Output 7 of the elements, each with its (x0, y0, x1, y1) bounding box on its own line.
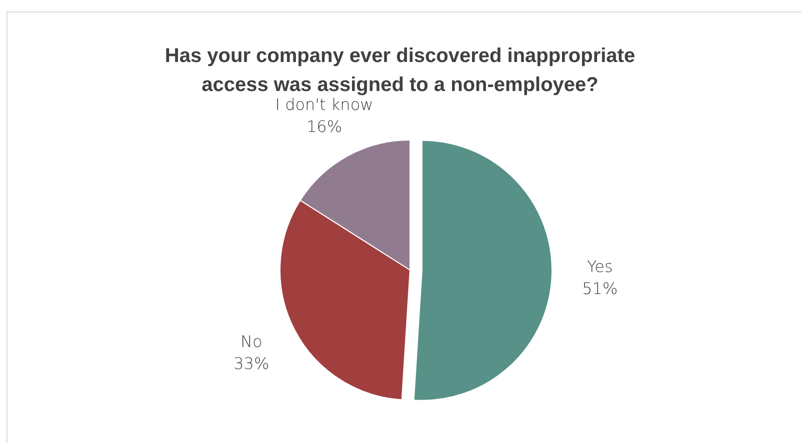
data-label: 33% (234, 354, 270, 373)
slice-label: No (240, 332, 262, 351)
data-label: 51% (582, 278, 618, 298)
data-label: 16% (306, 117, 342, 136)
slice-label: Yes (586, 256, 613, 276)
slice-label: I don't know (275, 95, 374, 114)
chart-title: Has your company ever discovered inappropriate access was assigned to a non-employee? (164, 45, 636, 96)
